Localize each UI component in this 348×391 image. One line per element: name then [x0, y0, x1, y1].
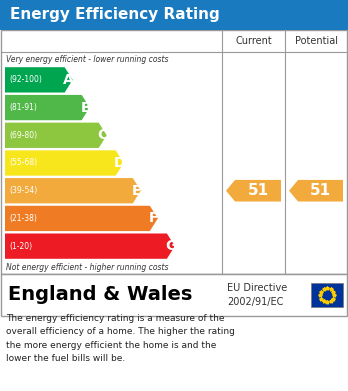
Text: C: C	[97, 128, 108, 142]
Text: The energy efficiency rating is a measure of the
overall efficiency of a home. T: The energy efficiency rating is a measur…	[6, 314, 235, 363]
Bar	[1, 30, 347, 274]
Text: (69-80): (69-80)	[9, 131, 37, 140]
Text: B: B	[80, 100, 91, 115]
Polygon shape	[5, 233, 175, 259]
Bar	[311, 283, 343, 307]
Text: (39-54): (39-54)	[9, 186, 37, 195]
Text: 51: 51	[247, 183, 269, 198]
Polygon shape	[5, 95, 90, 120]
Polygon shape	[5, 123, 107, 148]
Text: F: F	[149, 212, 159, 226]
Text: (81-91): (81-91)	[9, 103, 37, 112]
Text: D: D	[114, 156, 126, 170]
Polygon shape	[226, 180, 281, 201]
Text: A: A	[63, 73, 74, 87]
Text: Potential: Potential	[294, 36, 338, 46]
Text: 51: 51	[310, 183, 331, 198]
Text: Very energy efficient - lower running costs: Very energy efficient - lower running co…	[6, 54, 168, 63]
Polygon shape	[5, 67, 73, 93]
Text: (55-68): (55-68)	[9, 158, 37, 167]
Text: (21-38): (21-38)	[9, 214, 37, 223]
Text: EU Directive
2002/91/EC: EU Directive 2002/91/EC	[227, 283, 287, 307]
Text: Energy Efficiency Rating: Energy Efficiency Rating	[10, 7, 220, 23]
Bar	[0, 0, 348, 30]
Text: E: E	[132, 184, 142, 198]
Bar	[1, 274, 347, 316]
Polygon shape	[5, 178, 141, 203]
Text: Not energy efficient - higher running costs: Not energy efficient - higher running co…	[6, 262, 168, 271]
Text: G: G	[165, 239, 176, 253]
Polygon shape	[5, 151, 124, 176]
Text: (1-20): (1-20)	[9, 242, 32, 251]
Text: (92-100): (92-100)	[9, 75, 42, 84]
Text: Current: Current	[235, 36, 272, 46]
Polygon shape	[289, 180, 343, 201]
Polygon shape	[5, 206, 158, 231]
Text: England & Wales: England & Wales	[8, 285, 192, 305]
